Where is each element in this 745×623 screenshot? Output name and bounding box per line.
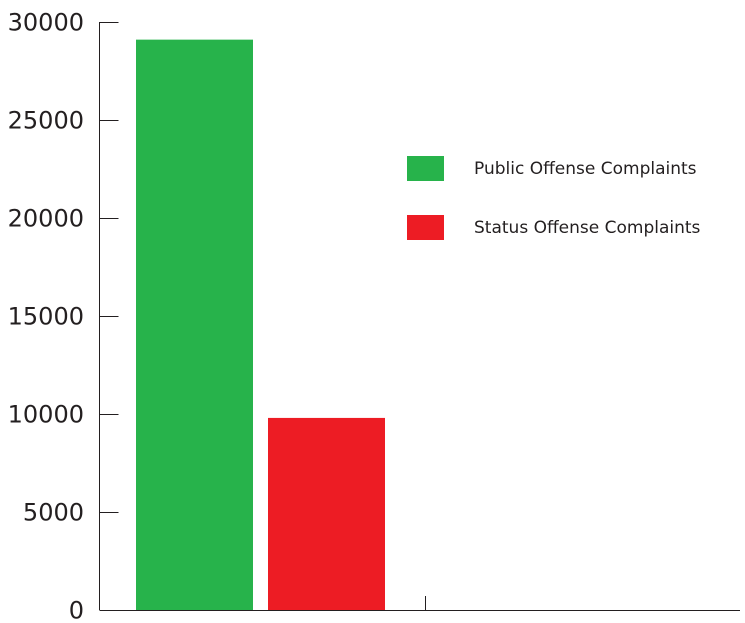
bars bbox=[136, 39, 385, 610]
y-tick-label: 5000 bbox=[23, 499, 84, 527]
legend-label: Public Offense Complaints bbox=[474, 159, 697, 179]
legend-label: Status Offense Complaints bbox=[474, 218, 701, 238]
bar-public-offense-complaints bbox=[136, 39, 253, 610]
bar-status-offense-complaints bbox=[268, 417, 385, 610]
y-tick-label: 15000 bbox=[8, 303, 84, 331]
y-tick-label: 0 bbox=[69, 597, 84, 623]
legend-swatch bbox=[407, 215, 444, 240]
legend: Public Offense Complaints Status Offense … bbox=[407, 156, 701, 240]
x-axis bbox=[99, 596, 740, 611]
y-tick-label: 30000 bbox=[8, 9, 84, 37]
y-axis: 0 5000 10000 15000 20000 25000 30000 bbox=[8, 9, 119, 623]
y-tick-label: 20000 bbox=[8, 205, 84, 233]
y-tick-label: 25000 bbox=[8, 107, 84, 135]
y-tick-label: 10000 bbox=[8, 401, 84, 429]
legend-swatch bbox=[407, 156, 444, 181]
